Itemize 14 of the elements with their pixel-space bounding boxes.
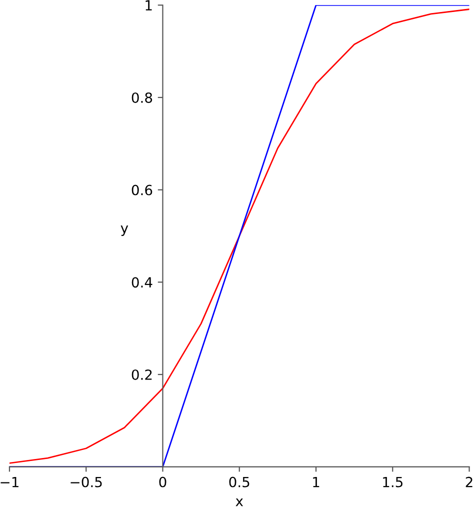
- y-tick-label: 0.4: [132, 277, 152, 288]
- y-axis-title: y: [120, 225, 128, 236]
- y-tick-label: 0.2: [132, 369, 152, 380]
- x-tick-label: −0.5: [70, 476, 102, 488]
- x-axis-title: x: [236, 498, 244, 506]
- y-tick-label: 0.6: [132, 184, 152, 196]
- x-tick-label: 0: [159, 476, 166, 488]
- y-tick-label: 0.8: [132, 92, 152, 103]
- x-tick-label: 0.5: [229, 476, 250, 488]
- x-tick-label: −1: [0, 476, 18, 488]
- x-tick-label: 2: [466, 476, 472, 488]
- x-tick-label: 1.5: [383, 476, 402, 488]
- y-tick-label: 1: [146, 0, 152, 10]
- x-tick-label: 1: [313, 476, 320, 488]
